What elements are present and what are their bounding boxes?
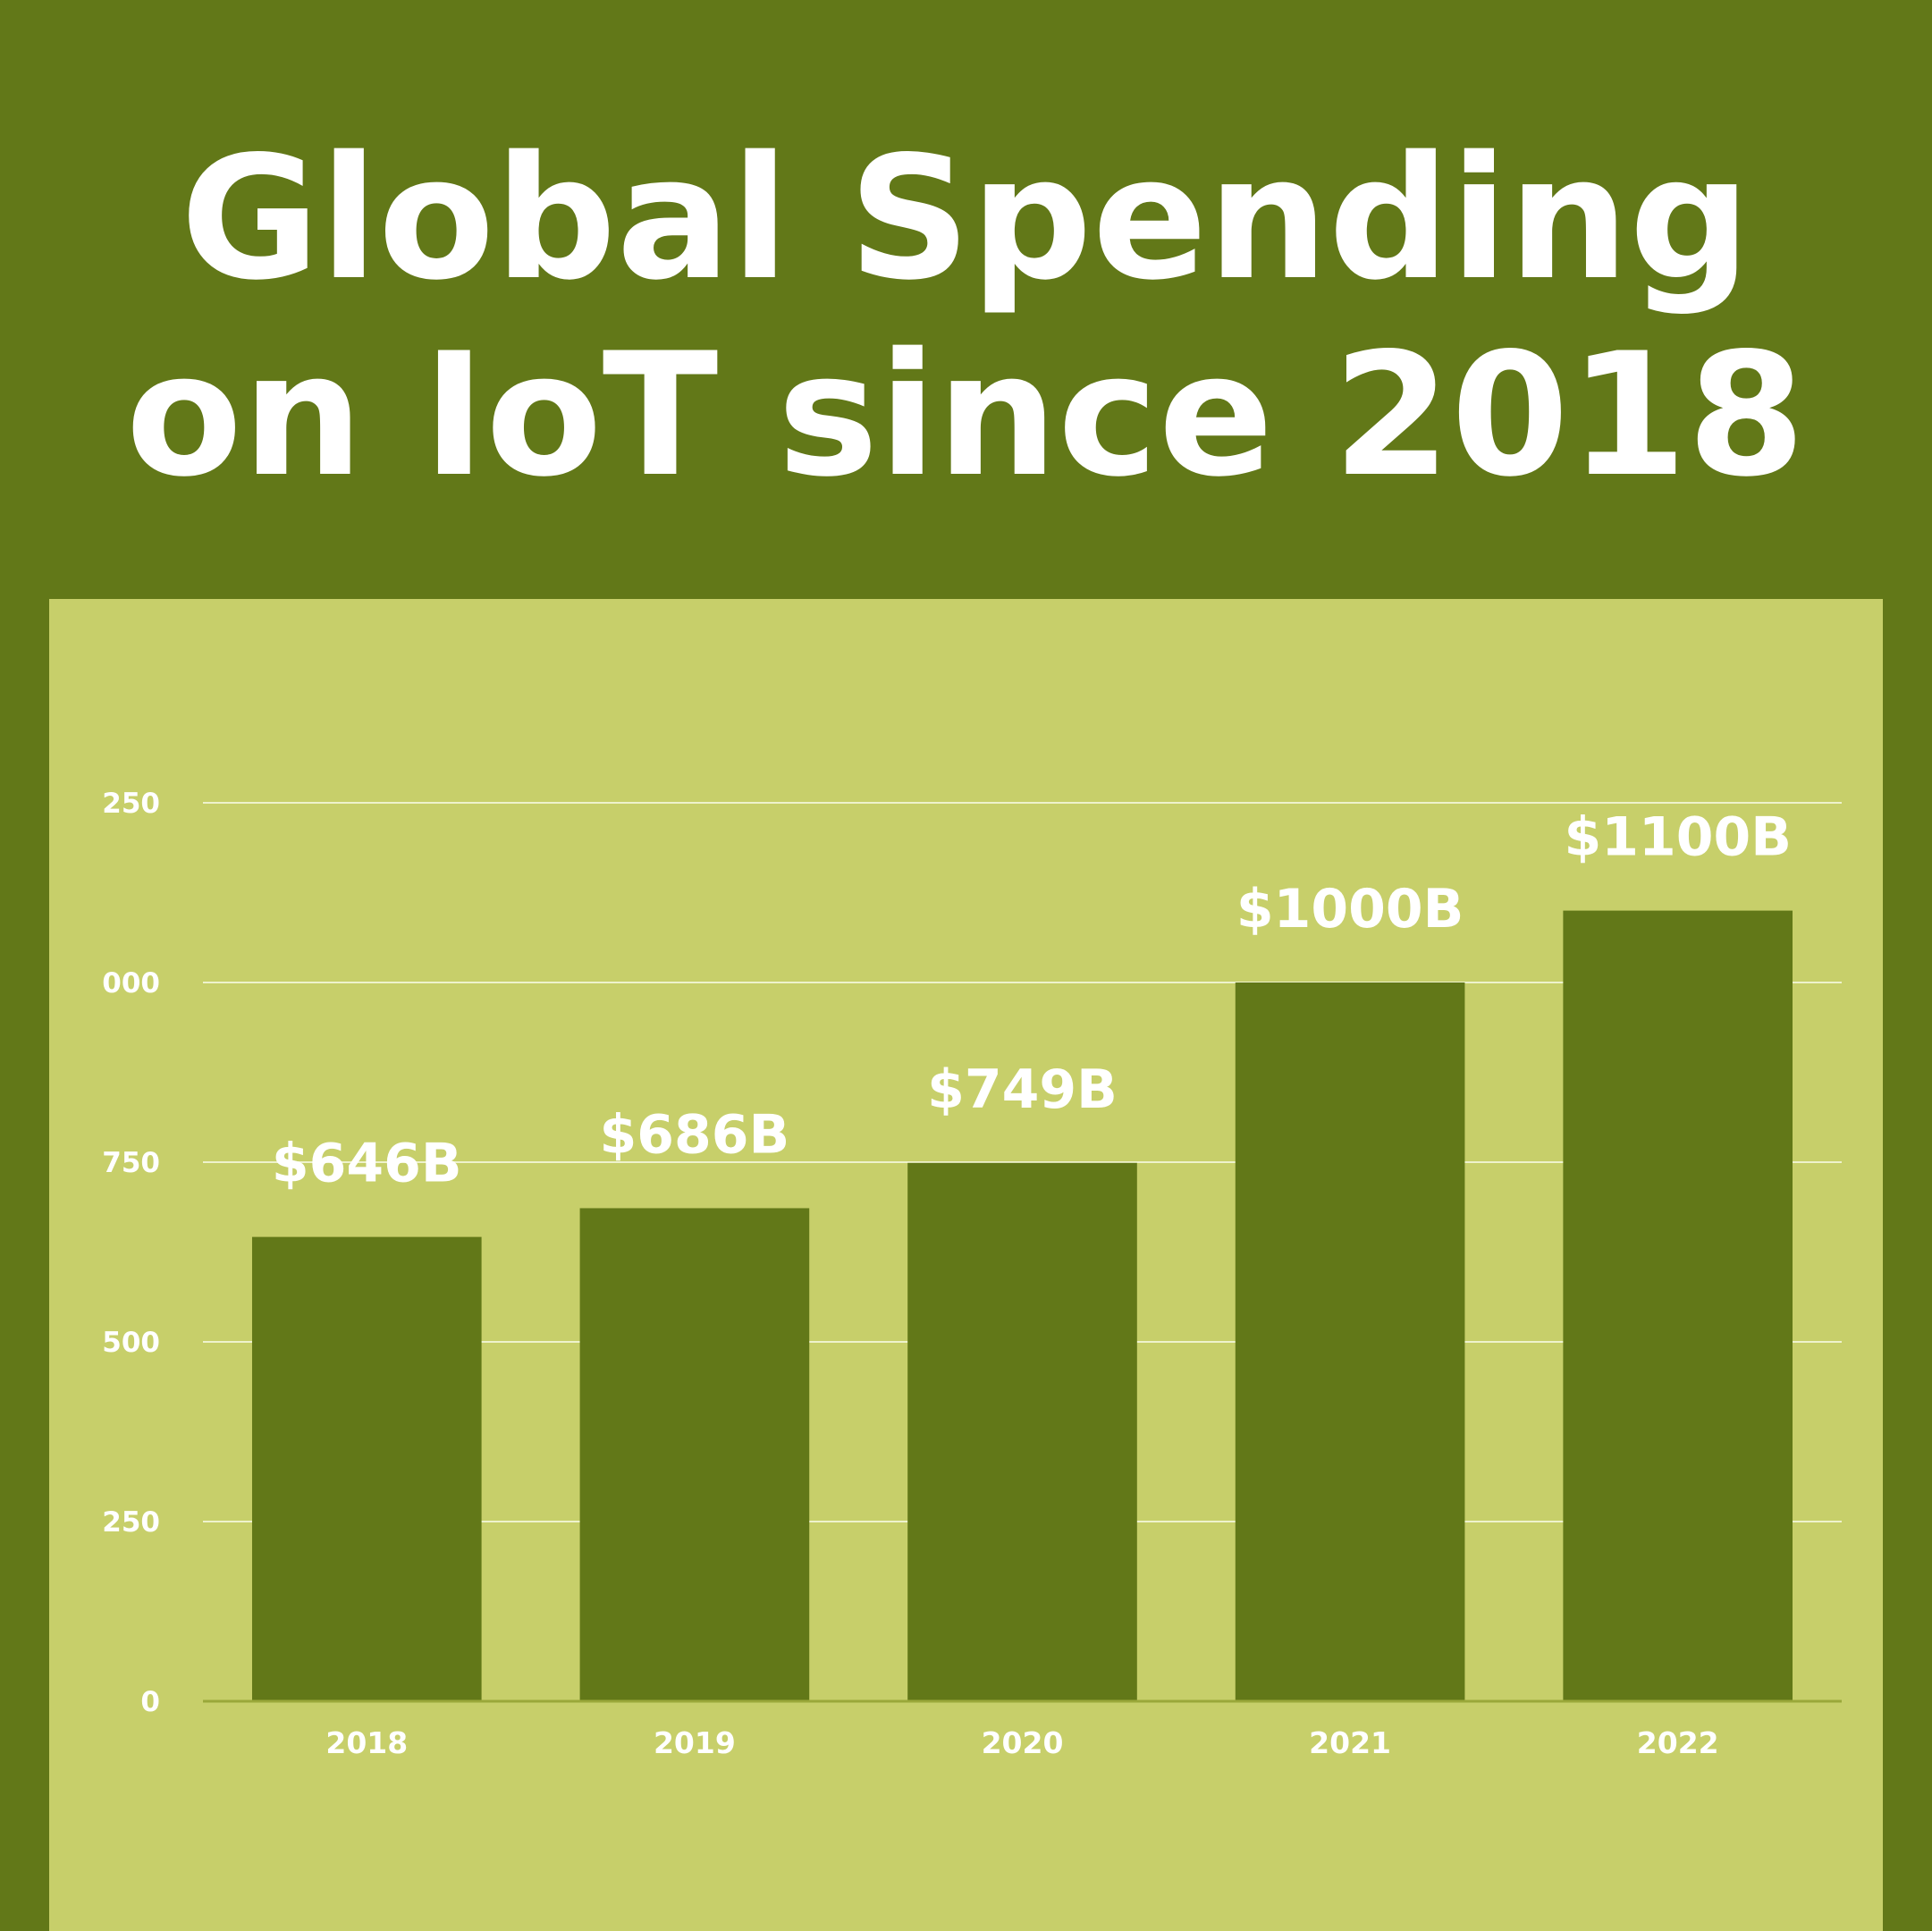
bar (579, 1208, 810, 1701)
x-tick-label: 2020 (982, 1725, 1064, 1760)
bar (251, 1236, 482, 1701)
x-tick-label: 2022 (1637, 1725, 1719, 1760)
value-label: $749B (927, 1058, 1118, 1121)
y-tick-label: 750 (102, 1147, 160, 1179)
x-tick-label: 2019 (654, 1725, 736, 1760)
y-tick-label: 0 (140, 1686, 160, 1718)
chart-title: on IoT since 2018 (126, 316, 1806, 514)
value-label: $646B (272, 1133, 462, 1195)
y-tick-label: 250 (102, 788, 160, 820)
y-tick-label: 000 (102, 967, 160, 999)
value-label: $1100B (1564, 806, 1791, 869)
x-tick-label: 2018 (325, 1725, 408, 1760)
chart-title: Global Spending (181, 120, 1751, 317)
y-tick-label: 250 (102, 1506, 160, 1539)
value-label: $686B (600, 1103, 790, 1166)
bar (907, 1162, 1137, 1701)
x-tick-label: 2021 (1309, 1725, 1391, 1760)
y-tick-label: 500 (102, 1327, 160, 1359)
bar (1235, 982, 1465, 1701)
value-label: $1000B (1236, 878, 1464, 940)
bar (1563, 910, 1793, 1701)
